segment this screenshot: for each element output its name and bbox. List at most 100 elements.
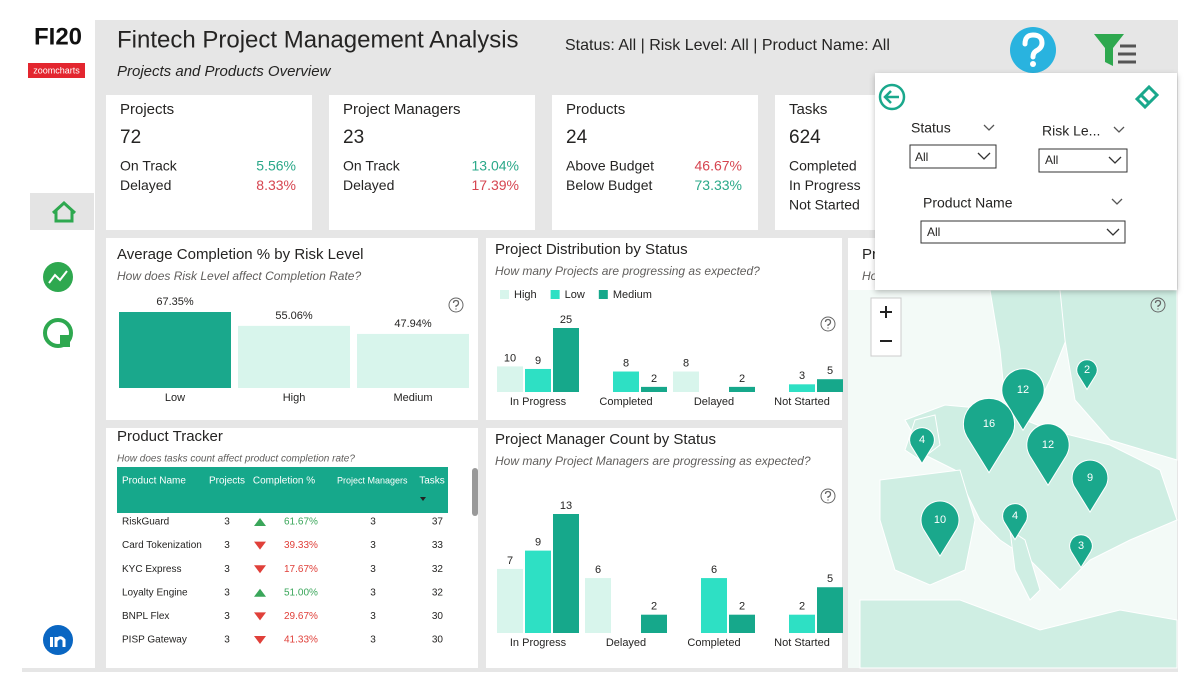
- sort-arrow: [420, 497, 426, 501]
- zoom-in: [880, 306, 892, 342]
- map-pin: [920, 500, 960, 558]
- pin-label: 9: [1087, 472, 1093, 484]
- x-tick-label: In Progress: [510, 637, 567, 649]
- legend-swatch: [598, 290, 608, 299]
- help-glyph: [1022, 32, 1045, 60]
- cell: 3: [224, 635, 230, 646]
- column-header: Product Name: [122, 476, 186, 487]
- clear-icon[interactable]: [1134, 84, 1160, 110]
- dropdown[interactable]: [1038, 148, 1128, 173]
- card-row-value: 17.39%: [472, 177, 519, 193]
- trend-icon: [254, 588, 266, 597]
- value-label: 8: [683, 357, 689, 369]
- bar: [789, 384, 815, 392]
- gauge-icon: [60, 335, 70, 347]
- back-button[interactable]: [878, 83, 906, 111]
- trend-icon: [254, 541, 266, 550]
- bar: [641, 386, 667, 392]
- cell: 41.33%: [284, 635, 318, 646]
- value-label: 2: [739, 373, 745, 385]
- cell: PISP Gateway: [122, 635, 187, 646]
- dropdown[interactable]: [909, 144, 997, 169]
- column-header: Project Managers: [337, 475, 408, 485]
- cell: 3: [224, 564, 230, 575]
- cell: 32: [432, 587, 444, 598]
- help-icon: [448, 297, 464, 313]
- land: [1009, 528, 1041, 601]
- pin-label: 16: [983, 418, 995, 430]
- help-button[interactable]: [1010, 27, 1056, 73]
- panel: [106, 95, 312, 230]
- cell: 33: [432, 540, 444, 551]
- table-title: Product Tracker: [117, 428, 223, 445]
- column-header: Projects: [209, 476, 245, 487]
- cell: 3: [370, 564, 376, 575]
- cell: 30: [432, 635, 444, 646]
- filter-label: Status: [911, 120, 951, 136]
- cell: 30: [432, 611, 444, 622]
- map-pin: [1076, 359, 1098, 391]
- bar: [119, 312, 231, 388]
- value-label: 55.06%: [275, 310, 313, 322]
- cell: KYC Express: [122, 564, 181, 575]
- card-title: Tasks: [789, 101, 827, 118]
- bar: [817, 379, 843, 392]
- chart-subtitle: How many Project Managers are progressin…: [495, 454, 811, 468]
- cell: 3: [224, 517, 230, 528]
- value-label: 6: [595, 564, 601, 576]
- chevron: [1108, 156, 1122, 164]
- card-value: 624: [789, 127, 821, 148]
- legend-label: High: [514, 289, 537, 301]
- trend-icon: [48, 270, 68, 284]
- bar: [729, 386, 755, 392]
- cell: 3: [370, 635, 376, 646]
- cell: 3: [370, 540, 376, 551]
- value-label: 2: [799, 601, 805, 613]
- help-dot: [1030, 61, 1036, 67]
- bar: [789, 614, 815, 633]
- panel-bg: [875, 73, 1177, 290]
- cell: 3: [224, 611, 230, 622]
- x-tick-label: Not Started: [774, 637, 830, 649]
- filter-button[interactable]: [1094, 34, 1124, 66]
- brand-badge: [28, 63, 85, 78]
- dropdown[interactable]: [920, 220, 1126, 244]
- card-title: Projects: [120, 101, 174, 118]
- bar: [497, 366, 523, 392]
- title: Fintech Project Management Analysis: [117, 26, 519, 53]
- back-arrow: [883, 90, 899, 104]
- filter-lines: [1118, 44, 1136, 64]
- cell: 37: [432, 517, 444, 528]
- cell: RiskGuard: [122, 517, 169, 528]
- chevron: [1113, 126, 1125, 133]
- bar: [673, 371, 699, 392]
- card-row-label: On Track: [120, 158, 178, 174]
- x-tick-label: Delayed: [694, 396, 734, 408]
- map-pin: [1069, 534, 1093, 569]
- bar: [613, 371, 639, 392]
- cell: 3: [370, 587, 376, 598]
- value-label: 25: [560, 314, 572, 326]
- cell: 17.67%: [284, 564, 318, 575]
- map-pin: [1071, 459, 1109, 513]
- logo: FI20: [34, 23, 82, 50]
- bar: [357, 333, 469, 388]
- card-row-label: Below Budget: [566, 177, 653, 193]
- nav-home[interactable]: [30, 193, 94, 230]
- bar: [238, 325, 350, 388]
- trend-icon: [254, 565, 266, 574]
- map-pin: [909, 427, 935, 465]
- help-icon: [820, 316, 836, 332]
- nav-gauge[interactable]: [43, 318, 73, 348]
- value-label: 2: [651, 373, 657, 385]
- table-header: [117, 467, 448, 513]
- bar: [729, 614, 755, 633]
- card-row-value: 46.67%: [695, 158, 742, 174]
- bar: [585, 578, 611, 633]
- help-glyph: [824, 490, 832, 501]
- x-tick-label: Low: [165, 392, 185, 404]
- chart-subtitle: How many Projects are progressing as exp…: [495, 264, 760, 278]
- help-icon: [1150, 297, 1166, 313]
